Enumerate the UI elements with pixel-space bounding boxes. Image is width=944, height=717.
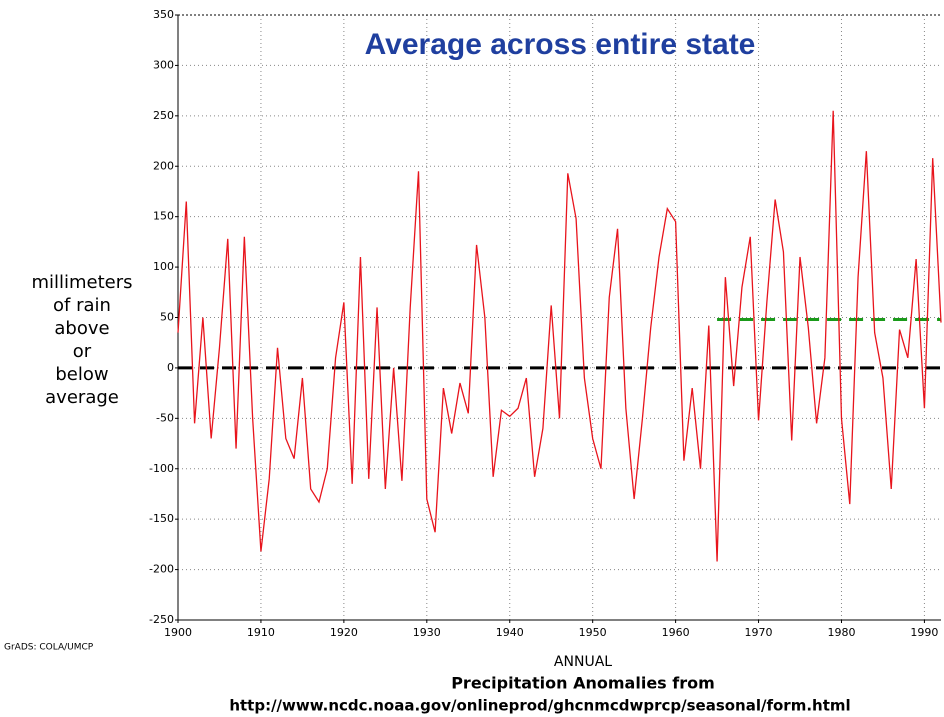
y-tick-label: -200: [149, 563, 174, 576]
y-axis-label: millimeters: [31, 272, 132, 293]
y-tick-label: 200: [153, 159, 174, 172]
y-tick-label: 50: [160, 311, 174, 324]
y-tick-label: 250: [153, 109, 174, 122]
x-tick-label: 1990: [910, 626, 938, 639]
y-tick-label: -250: [149, 613, 174, 626]
y-tick-label: 150: [153, 210, 174, 223]
y-axis-label: below: [55, 364, 108, 385]
data-line: [177, 110, 942, 562]
x-axis-label: ANNUAL: [554, 654, 612, 670]
credit: GrADS: COLA/UMCP: [4, 643, 94, 653]
x-tick-label: 1960: [662, 626, 690, 639]
y-tick-label: 350: [153, 8, 174, 21]
chart-title: Average across entire state: [365, 28, 756, 61]
x-tick-label: 1920: [330, 626, 358, 639]
x-tick-label: 1980: [827, 626, 855, 639]
y-tick-label: 300: [153, 58, 174, 71]
y-tick-label: -100: [149, 462, 174, 475]
x-tick-label: 1910: [247, 626, 275, 639]
y-tick-label: -150: [149, 512, 174, 525]
x-tick-label: 1900: [164, 626, 192, 639]
y-tick-label: 100: [153, 260, 174, 273]
caption: Precipitation Anomalies from: [451, 674, 715, 693]
y-tick-label: -50: [156, 411, 174, 424]
x-tick-label: 1930: [413, 626, 441, 639]
x-tick-label: 1970: [745, 626, 773, 639]
x-tick-label: 1950: [579, 626, 607, 639]
y-axis-label: above: [54, 318, 109, 339]
y-axis-label: average: [45, 387, 119, 408]
y-axis-label: of rain: [53, 295, 111, 316]
y-axis-label: or: [73, 341, 92, 362]
y-tick-label: 0: [167, 361, 174, 374]
caption: http://www.ncdc.noaa.gov/onlineprod/ghcn…: [229, 697, 850, 715]
x-tick-label: 1940: [496, 626, 524, 639]
